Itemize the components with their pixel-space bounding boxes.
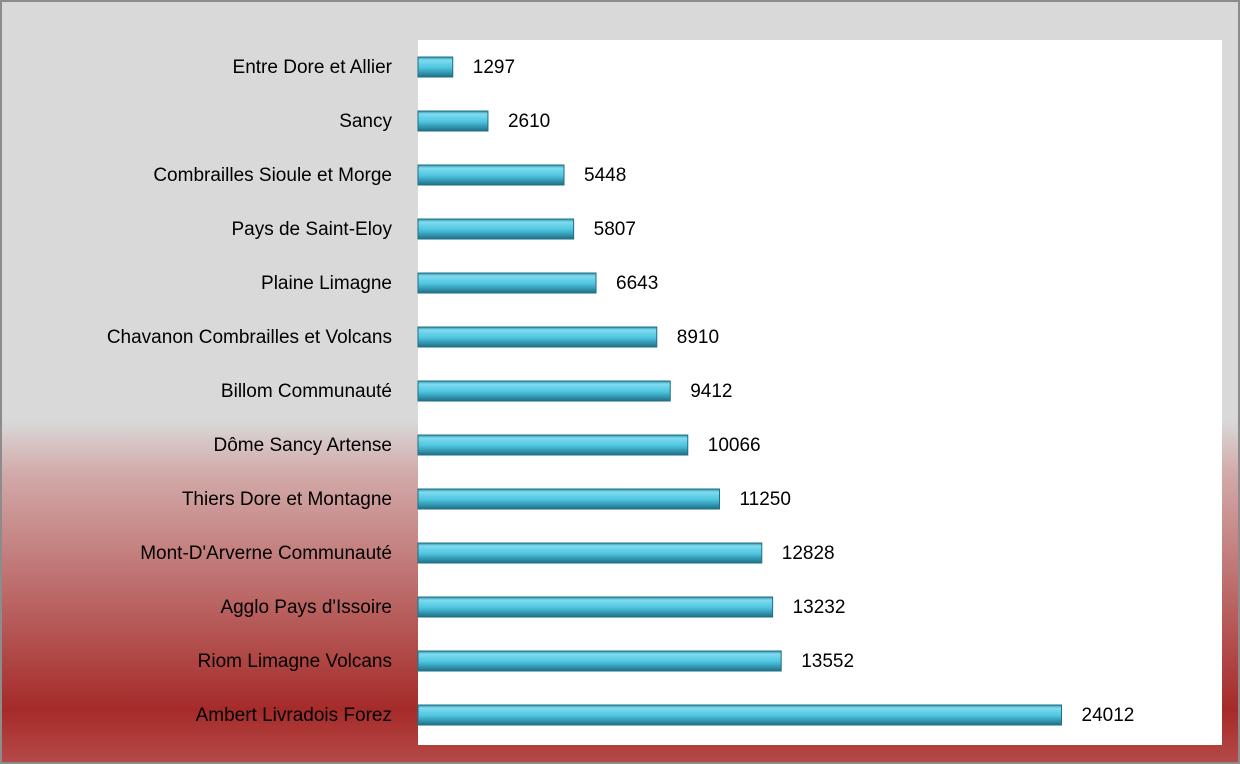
data-label: 13232 bbox=[793, 597, 846, 618]
bar bbox=[417, 650, 782, 672]
data-label: 10066 bbox=[708, 435, 761, 456]
category-label: Riom Limagne Volcans bbox=[198, 651, 392, 672]
data-label: 11250 bbox=[740, 489, 791, 510]
data-label: 2610 bbox=[508, 111, 550, 132]
category-label: Entre Dore et Allier bbox=[233, 57, 393, 78]
bar bbox=[417, 164, 565, 186]
category-label: Billom Communauté bbox=[221, 381, 392, 402]
category-label: Combrailles Sioule et Morge bbox=[153, 165, 392, 186]
data-label: 9412 bbox=[690, 381, 732, 402]
bar bbox=[417, 704, 1063, 726]
data-label: 13552 bbox=[801, 651, 854, 672]
data-label: 6643 bbox=[616, 273, 658, 294]
category-label: Agglo Pays d'Issoire bbox=[220, 597, 392, 618]
category-label: Ambert Livradois Forez bbox=[196, 705, 392, 726]
bar bbox=[417, 218, 575, 240]
bar bbox=[417, 56, 454, 78]
bar bbox=[417, 380, 671, 402]
category-label: Pays de Saint-Eloy bbox=[231, 219, 392, 240]
category-label: Mont-D'Arverne Communauté bbox=[140, 543, 392, 564]
bar bbox=[417, 272, 597, 294]
bar bbox=[417, 542, 763, 564]
category-label: Plaine Limagne bbox=[261, 273, 392, 294]
bar bbox=[417, 488, 720, 510]
data-label: 12828 bbox=[782, 543, 835, 564]
data-label: 5807 bbox=[594, 219, 636, 240]
category-label: Chavanon Combrailles et Volcans bbox=[107, 327, 392, 348]
bar bbox=[417, 434, 689, 456]
data-label: 5448 bbox=[584, 165, 626, 186]
bar bbox=[417, 596, 774, 618]
data-label: 8910 bbox=[677, 327, 719, 348]
data-label: 1297 bbox=[473, 57, 515, 78]
category-label: Thiers Dore et Montagne bbox=[182, 489, 392, 510]
category-label: Sancy bbox=[339, 111, 392, 132]
bar bbox=[417, 326, 658, 348]
category-label: Dôme Sancy Artense bbox=[214, 435, 392, 456]
data-label: 24012 bbox=[1082, 705, 1135, 726]
bar bbox=[417, 110, 489, 132]
